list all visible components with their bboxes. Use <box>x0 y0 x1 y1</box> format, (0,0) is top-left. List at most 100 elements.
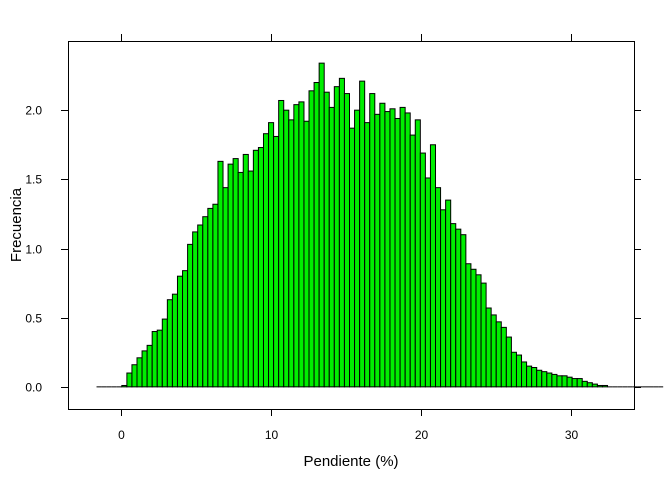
histogram-bar <box>187 243 194 388</box>
histogram-bar <box>389 108 396 388</box>
histogram-bar <box>521 361 528 388</box>
histogram-bar <box>237 171 244 388</box>
histogram-bar <box>212 203 219 388</box>
histogram-bar <box>450 223 457 388</box>
histogram-bar <box>536 369 543 388</box>
histogram-bar <box>303 120 310 388</box>
histogram-bar <box>485 307 492 388</box>
histogram-bar <box>197 224 204 388</box>
histogram-bar <box>333 86 340 388</box>
histogram-bar <box>475 274 482 388</box>
histogram-bar <box>176 275 184 388</box>
histogram-bar <box>551 373 558 388</box>
histogram-bar <box>141 350 148 388</box>
x-tick-label: 30 <box>565 428 579 442</box>
histogram-bar <box>192 231 199 388</box>
histogram-bar <box>151 331 158 388</box>
histogram-bar <box>369 93 376 388</box>
y-tick-label: 1.0 <box>25 243 42 257</box>
histogram-bar <box>364 122 371 388</box>
histogram-bar <box>171 293 178 388</box>
histogram-bar <box>298 101 305 388</box>
histogram-bar <box>257 147 264 388</box>
y-tick-label: 2.0 <box>25 104 42 118</box>
histogram-bar <box>566 376 573 388</box>
histogram-bar <box>227 163 234 388</box>
histogram-bar <box>384 111 391 388</box>
histogram-bar <box>207 207 214 388</box>
y-axis-title: Frecuencia <box>8 187 25 262</box>
y-tick-label: 0.0 <box>25 381 42 395</box>
histogram-bar <box>318 62 325 388</box>
x-tick-label: 0 <box>118 428 125 442</box>
histogram-bar <box>601 384 609 388</box>
histogram-bar <box>465 263 472 388</box>
histogram-bar <box>445 199 452 388</box>
histogram-bar <box>561 375 568 388</box>
histogram-bar <box>131 364 138 388</box>
histogram-bar <box>328 106 335 388</box>
histogram-bar <box>262 133 270 388</box>
histogram-bar <box>576 378 583 388</box>
histogram-bar <box>273 135 280 388</box>
histogram-bar <box>515 354 523 388</box>
histogram-bar <box>455 228 462 388</box>
histogram-bar <box>470 268 477 388</box>
histogram-bars <box>96 62 664 388</box>
histogram-bar <box>556 375 563 388</box>
histogram-bar <box>252 149 259 388</box>
histogram-bar <box>293 104 300 388</box>
histogram-bar <box>374 113 381 388</box>
histogram-bar <box>541 371 548 388</box>
histogram-bar <box>435 187 442 388</box>
histogram-bar <box>546 372 553 388</box>
histogram-bar <box>146 344 153 388</box>
plot-panel-frame <box>68 41 635 410</box>
histogram-bar <box>354 109 361 388</box>
histogram-bar <box>440 209 447 388</box>
histogram-bar <box>460 234 467 388</box>
histogram-bar <box>338 77 345 388</box>
histogram-bar <box>182 270 189 388</box>
histogram-bar <box>348 127 356 388</box>
histogram-bar <box>596 384 603 388</box>
histogram-bar <box>399 106 406 388</box>
histogram-bar <box>161 318 168 388</box>
y-tick-label: 1.5 <box>25 173 42 187</box>
x-tick-label: 10 <box>265 428 279 442</box>
histogram-bar <box>581 380 588 388</box>
histogram-bar <box>217 160 224 388</box>
histogram-bar <box>222 187 229 388</box>
histogram-bar <box>313 82 320 388</box>
y-tick-label: 0.5 <box>25 312 42 326</box>
histogram-bar <box>232 158 239 388</box>
histogram-bar <box>526 365 533 388</box>
histogram-bar <box>591 383 598 388</box>
axis-tick-labels: 0 10 20 30 0.0 0.5 1.0 1.5 2.0 <box>25 104 578 443</box>
histogram-bar <box>394 117 401 388</box>
histogram-bar <box>247 170 254 388</box>
histogram-bar <box>424 177 431 388</box>
histogram-bar <box>414 119 421 388</box>
histogram-bar <box>419 152 426 388</box>
x-tick-label: 20 <box>415 428 429 442</box>
histogram-bar <box>283 109 290 388</box>
histogram-bar <box>288 119 295 388</box>
histogram-bar <box>379 102 386 388</box>
histogram-bar <box>531 366 538 388</box>
histogram-bar <box>495 321 502 388</box>
histogram-bar <box>136 357 143 388</box>
histogram-bar <box>429 144 437 388</box>
histogram-bar <box>278 99 285 388</box>
histogram-bar <box>202 216 209 388</box>
histogram-bar <box>480 282 487 388</box>
histogram-bar <box>126 372 133 388</box>
histogram-bar <box>308 90 315 388</box>
histogram-bar <box>404 112 411 388</box>
histogram-bar <box>510 351 517 388</box>
histogram-bar <box>505 336 512 388</box>
histogram-bar <box>343 93 350 388</box>
histogram-bar <box>166 299 173 388</box>
histogram-bar <box>500 326 507 388</box>
